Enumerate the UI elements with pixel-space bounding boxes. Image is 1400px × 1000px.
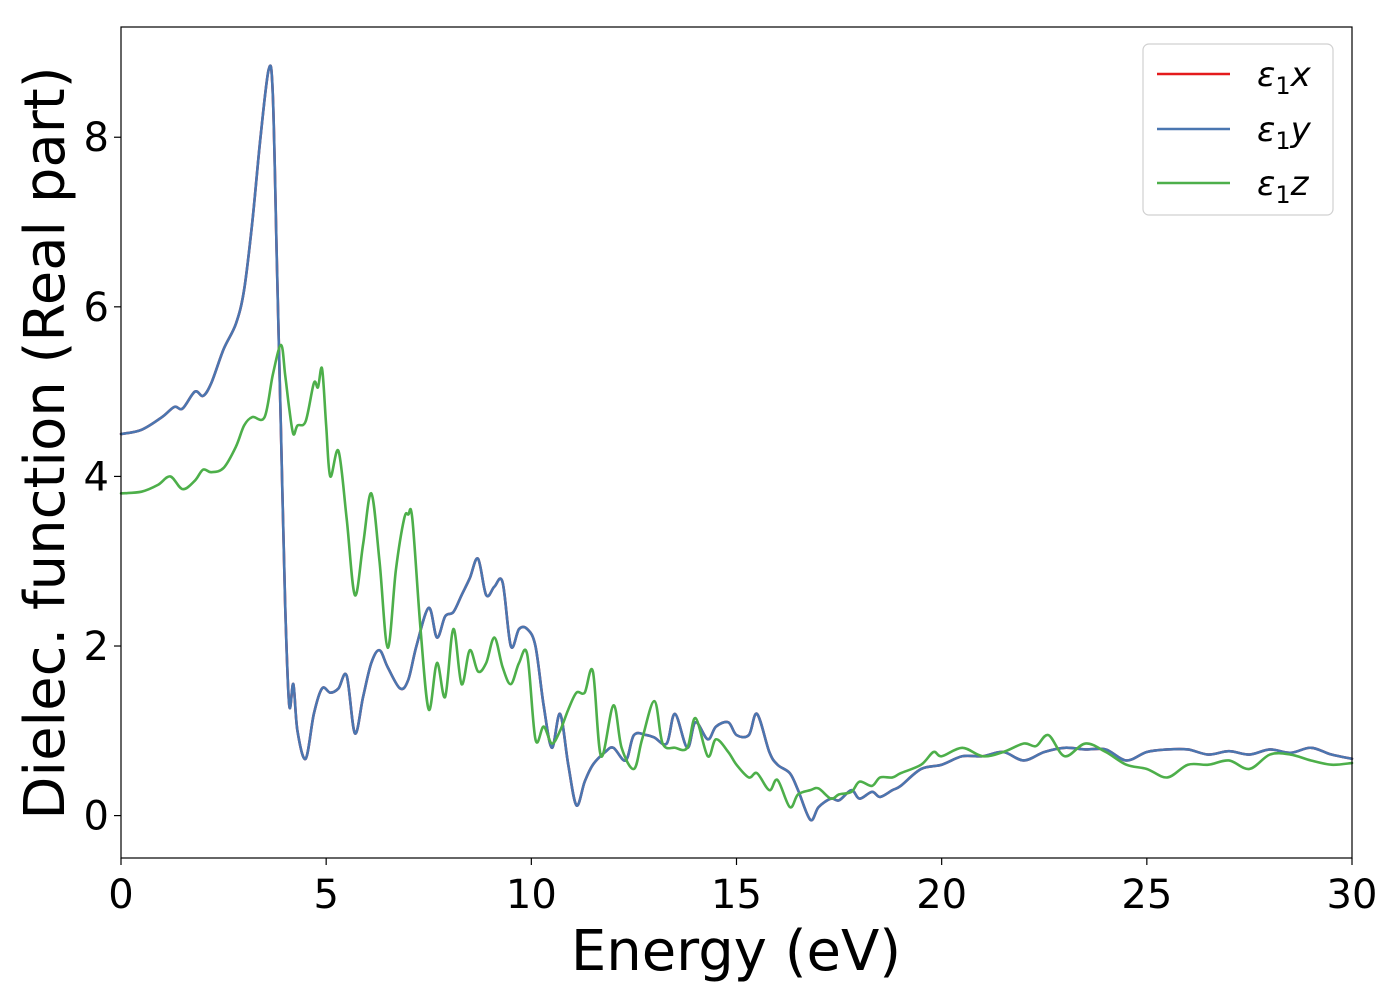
x-tick-label: 15 bbox=[711, 872, 762, 918]
x-tick-label: 0 bbox=[108, 872, 133, 918]
x-axis-label: Energy (eV) bbox=[571, 919, 901, 984]
x-tick-label: 5 bbox=[313, 872, 338, 918]
y-tick-label: 2 bbox=[84, 624, 109, 670]
y-tick-label: 8 bbox=[84, 115, 109, 161]
series-layer bbox=[119, 64, 1354, 822]
x-tick-label: 20 bbox=[916, 872, 967, 918]
legend-label: ε1z bbox=[1257, 164, 1310, 209]
y-tick-label: 4 bbox=[84, 454, 109, 500]
legend: ε1x ε1y ε1z bbox=[1142, 43, 1334, 216]
legend-label: ε1y bbox=[1257, 110, 1312, 155]
legend-label: ε1x bbox=[1257, 55, 1312, 100]
series-line-3 bbox=[119, 343, 1354, 809]
y-tick-label: 0 bbox=[84, 794, 109, 840]
legend-box bbox=[1142, 43, 1334, 216]
x-tick-label: 10 bbox=[506, 872, 557, 918]
x-tick-label: 30 bbox=[1327, 872, 1378, 918]
series-line-2 bbox=[119, 64, 1354, 822]
y-axis-label: Dielec. function (Real part) bbox=[13, 66, 78, 819]
y-axis-ticks: 0 2 4 6 8 bbox=[84, 115, 121, 840]
x-axis-ticks: 0 5 10 15 20 25 30 bbox=[108, 858, 1377, 918]
x-tick-label: 25 bbox=[1121, 872, 1172, 918]
legend-items: ε1x ε1y ε1z bbox=[1157, 55, 1312, 209]
y-tick-label: 6 bbox=[84, 285, 109, 331]
